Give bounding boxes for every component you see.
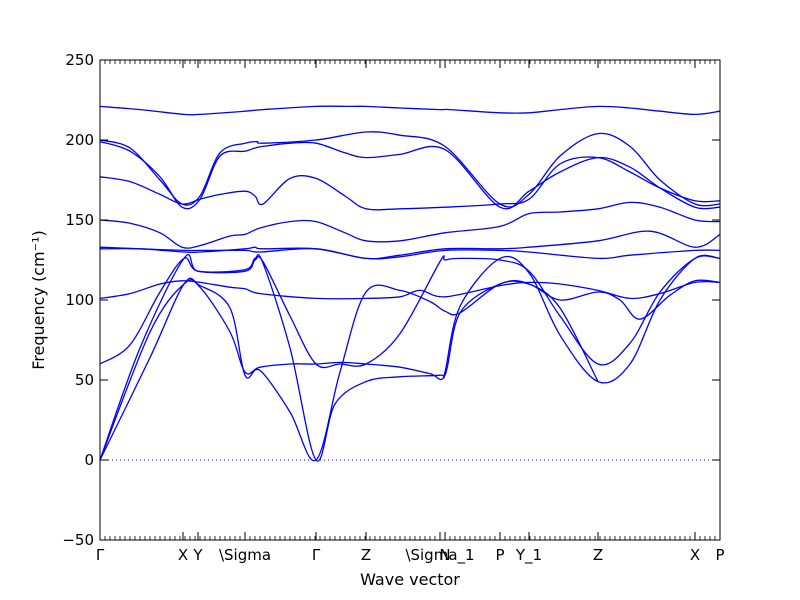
- phonon-branch-7: [99, 246, 721, 260]
- y-tick-label: 150: [65, 211, 94, 229]
- x-tick-label: P: [495, 546, 504, 564]
- x-tick-label: \Sigma: [219, 546, 271, 564]
- x-tick-label: Γ: [96, 546, 105, 564]
- phonon-branch-10: [99, 254, 721, 462]
- x-tick-label: \Sigma_1: [405, 546, 474, 565]
- x-tick-label: Z: [361, 546, 371, 564]
- y-tick-label: 100: [65, 291, 94, 309]
- phonon-branch-6: [99, 230, 721, 260]
- y-tick-label: 0: [84, 451, 94, 469]
- phonon-branch-5: [99, 201, 721, 249]
- x-tick-label: N: [439, 546, 450, 564]
- x-tick-label: Γ: [312, 546, 321, 564]
- x-tick-label: Y: [192, 546, 203, 564]
- phonon-branch-12: [99, 277, 599, 462]
- phonon-branch-11: [99, 278, 721, 461]
- x-tick-label: X: [178, 546, 188, 564]
- x-tick-label: Y_1: [515, 546, 542, 565]
- phonon-branch-2: [99, 131, 721, 208]
- series-layer: [99, 105, 721, 462]
- x-tick-label: Z: [593, 546, 603, 564]
- plot-frame: [99, 59, 721, 541]
- x-tick-label: X: [690, 546, 700, 564]
- y-tick-label: 250: [65, 51, 94, 69]
- y-tick-label: 200: [65, 131, 94, 149]
- y-tick-label: 50: [75, 371, 94, 389]
- phonon-branch-1: [99, 105, 721, 116]
- phonon-branch-4: [99, 156, 721, 211]
- x-axis-label: Wave vector: [360, 570, 460, 589]
- phonon-branch-3: [99, 140, 721, 210]
- x-tick-label: P: [715, 546, 724, 564]
- y-tick-label: −50: [62, 531, 94, 549]
- y-axis-label: Frequency (cm⁻¹): [29, 230, 48, 369]
